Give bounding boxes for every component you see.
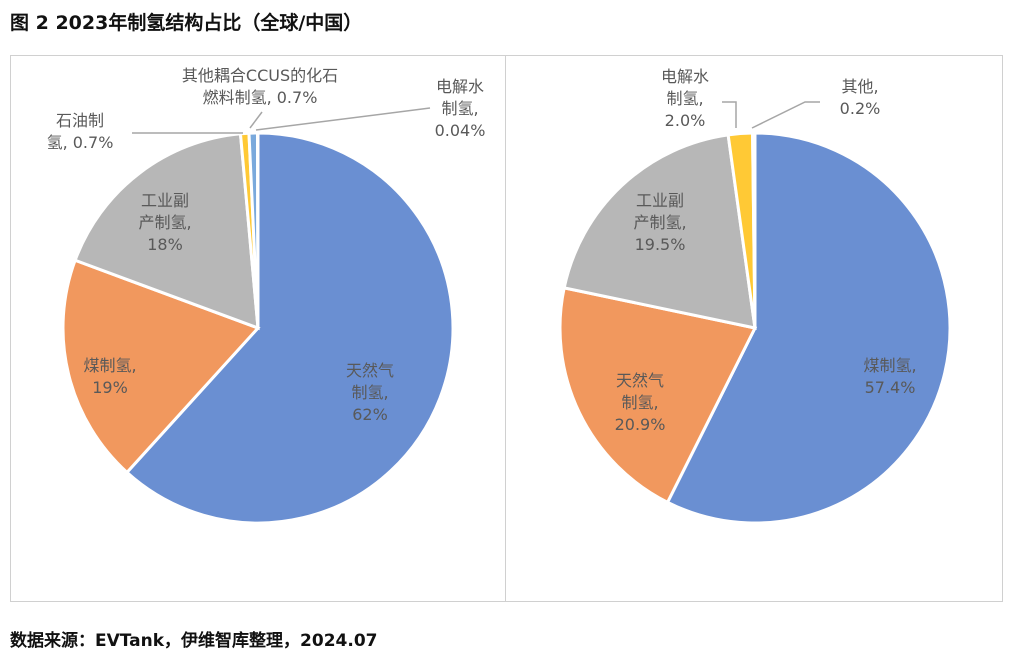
label-global-electrolysis: 电解水 制氢, 0.04%: [434, 77, 486, 140]
leader-line: [255, 107, 431, 131]
label-china-industrial: 工业副 产制氢, 19.5%: [633, 191, 687, 254]
pie-slice-china-2: [562, 133, 757, 330]
label-global-industrial: 工业副 产制氢, 18%: [138, 191, 192, 254]
leader-line: [722, 101, 737, 128]
chart-frame: [10, 55, 1003, 602]
leader-line: [249, 111, 263, 129]
label-china-coal: 煤制氢, 57.4%: [863, 356, 917, 397]
figure-title: 图 2 2023年制氢结构占比（全球/中国）: [10, 12, 363, 34]
label-china-other: 其他, 0.2%: [839, 77, 881, 118]
source-note: 数据来源：EVTank，伊维智库整理，2024.07: [10, 631, 378, 651]
label-china-electrolysis: 电解水 制氢, 2.0%: [660, 67, 709, 130]
pie-slice-china-1: [558, 286, 758, 505]
pie-slice-global-1: [61, 258, 261, 475]
label-global-oil: 石油制 氢, 0.7%: [46, 111, 114, 152]
label-global-ng: 天然气 制氢, 62%: [345, 361, 394, 424]
leader-line: [751, 101, 820, 129]
pie-slice-global-0: [124, 131, 455, 525]
label-global-coal: 煤制氢, 19%: [83, 356, 137, 397]
pie-slice-china-0: [665, 131, 952, 525]
label-china-ng: 天然气 制氢, 20.9%: [614, 371, 666, 434]
panel-divider: [505, 55, 506, 601]
label-global-ccus: 其他耦合CCUS的化石 燃料制氢, 0.7%: [181, 66, 339, 107]
pie-slice-china-4: [751, 131, 757, 329]
pie-slice-global-2: [73, 132, 260, 331]
